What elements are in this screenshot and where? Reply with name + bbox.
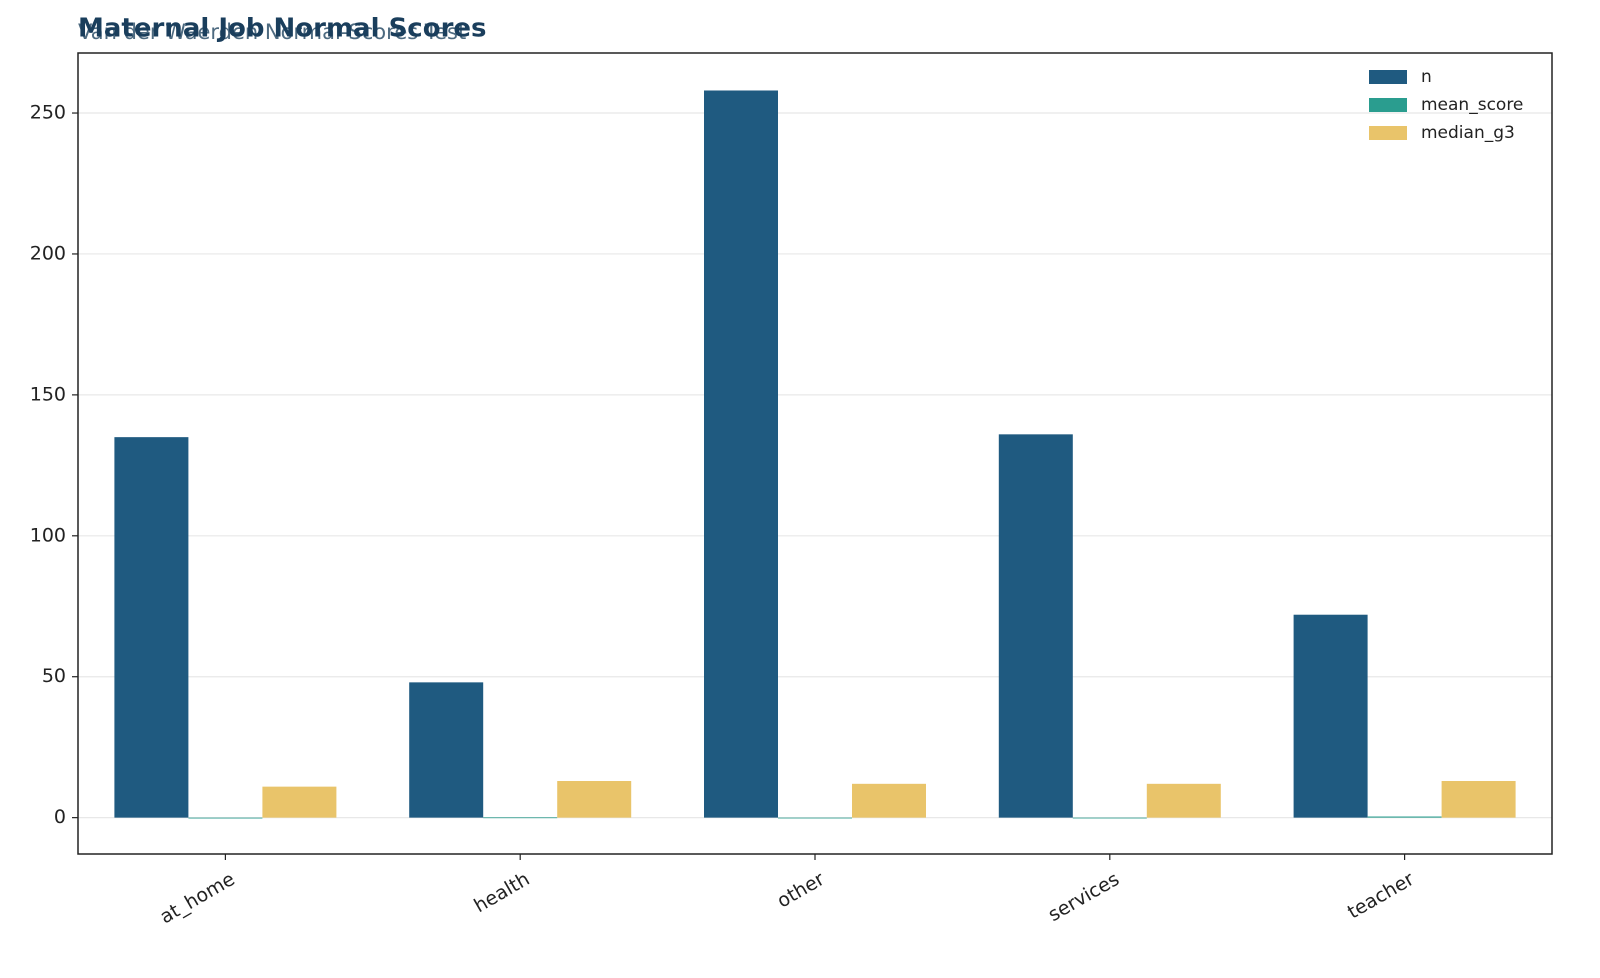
y-tick-label: 150 — [30, 383, 66, 405]
bar — [778, 817, 852, 819]
bar — [188, 817, 263, 819]
y-tick-label: 200 — [30, 242, 66, 264]
bar — [409, 682, 484, 818]
y-tick-label: 0 — [54, 806, 66, 828]
bar — [483, 817, 558, 819]
x-tick-label: teacher — [1344, 868, 1418, 924]
legend-swatch — [1369, 126, 1407, 140]
plot-frame — [77, 52, 1553, 855]
legend-label: n — [1421, 67, 1432, 87]
bar — [1441, 781, 1516, 818]
x-tick-label: health — [470, 868, 533, 917]
legend-swatch — [1369, 70, 1407, 84]
legend-swatch — [1369, 98, 1407, 112]
bar — [704, 90, 778, 818]
bar — [1293, 614, 1368, 818]
bar — [852, 783, 926, 818]
x-tick-label: at_home — [156, 868, 238, 928]
bar — [1367, 816, 1442, 818]
bar — [998, 434, 1073, 818]
bar — [557, 781, 632, 818]
x-tick-label: services — [1045, 868, 1124, 926]
y-tick-label: 50 — [42, 665, 66, 687]
chart-title: Maternal Job Normal Scores — [78, 14, 487, 44]
legend-label: mean_score — [1421, 95, 1523, 115]
bar — [1072, 817, 1147, 819]
bar — [262, 786, 337, 818]
bar — [114, 437, 189, 818]
y-tick-label: 250 — [30, 102, 66, 124]
chart-subtitle: Van der Waerden Normal-Scores Test — [78, 20, 466, 44]
legend-label: median_g3 — [1421, 123, 1515, 143]
x-tick-label: other — [773, 868, 828, 912]
bar — [1146, 783, 1221, 818]
y-tick-label: 100 — [30, 524, 66, 546]
